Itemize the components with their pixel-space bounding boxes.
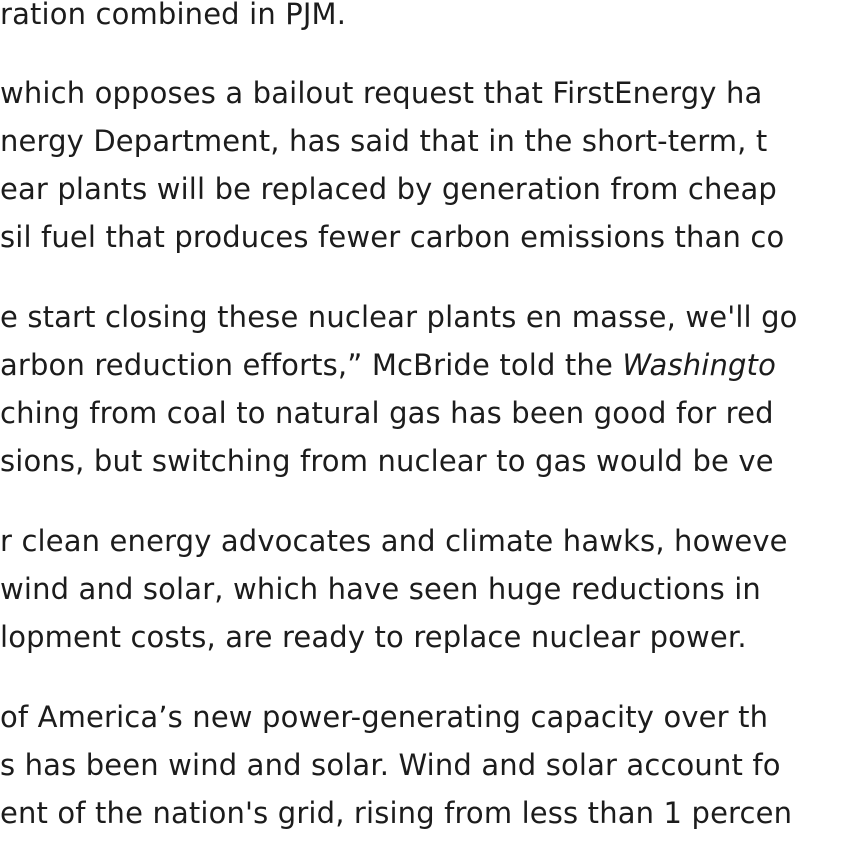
text-line: ent of the nation's grid, rising from le… xyxy=(0,796,793,830)
text-line: ching from coal to natural gas has been … xyxy=(0,396,774,430)
text-line: lopment costs, are ready to replace nucl… xyxy=(0,620,747,654)
text-line: sions, but switching from nuclear to gas… xyxy=(0,444,774,478)
publication-name: Washingto xyxy=(622,348,776,382)
text-line: nergy Department, has said that in the s… xyxy=(0,124,768,158)
text-line-segment: arbon reduction efforts,” McBride told t… xyxy=(0,348,623,382)
text-line: ration combined in PJM. xyxy=(0,0,347,31)
text-line: s has been wind and solar. Wind and sola… xyxy=(0,748,781,782)
text-line: e start closing these nuclear plants en … xyxy=(0,300,798,334)
text-line: arbon reduction efforts,” McBride told t… xyxy=(0,345,776,385)
text-line: ear plants will be replaced by generatio… xyxy=(0,172,777,206)
text-line: sil fuel that produces fewer carbon emis… xyxy=(0,220,785,254)
text-line: wind and solar, which have seen huge red… xyxy=(0,572,761,606)
text-line: which opposes a bailout request that Fir… xyxy=(0,76,763,110)
text-line: r clean energy advocates and climate haw… xyxy=(0,524,788,558)
text-line: of America’s new power-generating capaci… xyxy=(0,700,769,734)
